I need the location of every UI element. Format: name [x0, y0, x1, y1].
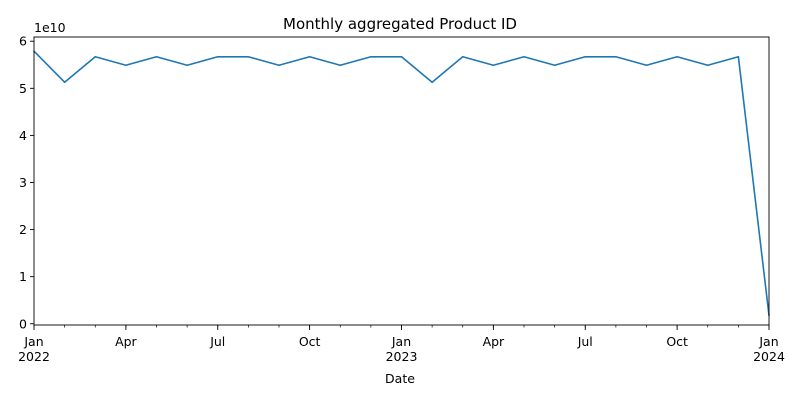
data-point: [247, 55, 250, 58]
data-point: [216, 55, 219, 58]
series-line: [33, 50, 770, 316]
data-point: [584, 55, 587, 58]
data-point: [155, 55, 158, 58]
data-point: [492, 64, 495, 67]
x-tick-label: Oct: [666, 334, 688, 349]
data-point: [186, 64, 188, 67]
x-tick-year-label: 2022: [18, 349, 50, 364]
y-tick-label: 0: [19, 316, 27, 331]
plot-frame: [33, 36, 770, 326]
data-point: [308, 55, 311, 58]
y-tick-label: 6: [19, 34, 27, 49]
plot-area: [33, 50, 770, 317]
x-axis-label: Date: [385, 371, 415, 386]
y-tick-label: 1: [19, 269, 27, 284]
chart-title: Monthly aggregated Product ID: [283, 15, 517, 33]
x-tick-year-label: 2024: [753, 349, 785, 364]
data-point: [706, 64, 709, 67]
data-point: [461, 55, 464, 58]
y-tick-label: 2: [19, 222, 27, 237]
y-axis: 0 1 2 3 4 5 6: [19, 34, 34, 331]
data-point: [431, 81, 433, 84]
data-point: [63, 81, 66, 84]
data-point: [553, 64, 556, 67]
y-tick-label: 4: [19, 128, 27, 143]
x-tick-label: Jul: [577, 334, 593, 349]
x-tick-label: Jan: [391, 334, 411, 349]
y-tick-label: 5: [19, 81, 27, 96]
x-tick-label: Jan: [23, 334, 43, 349]
x-tick-label: Jan: [758, 334, 778, 349]
x-tick-label: Apr: [115, 334, 137, 349]
x-tick-label: Oct: [299, 334, 321, 349]
data-point: [94, 55, 97, 58]
data-point: [339, 64, 342, 67]
data-point: [615, 55, 617, 58]
y-multiplier-label: 1e10: [34, 20, 66, 35]
data-point: [676, 55, 678, 58]
x-tick-label: Apr: [483, 334, 505, 349]
data-point: [737, 55, 740, 58]
data-point: [278, 64, 280, 67]
data-point: [400, 55, 403, 58]
x-tick-year-label: 2023: [386, 349, 418, 364]
y-tick-label: 3: [19, 175, 27, 190]
data-point: [125, 64, 127, 67]
data-point: [370, 55, 372, 58]
data-point: [645, 64, 648, 67]
data-point: [523, 55, 525, 58]
x-tick-label: Jul: [209, 334, 225, 349]
